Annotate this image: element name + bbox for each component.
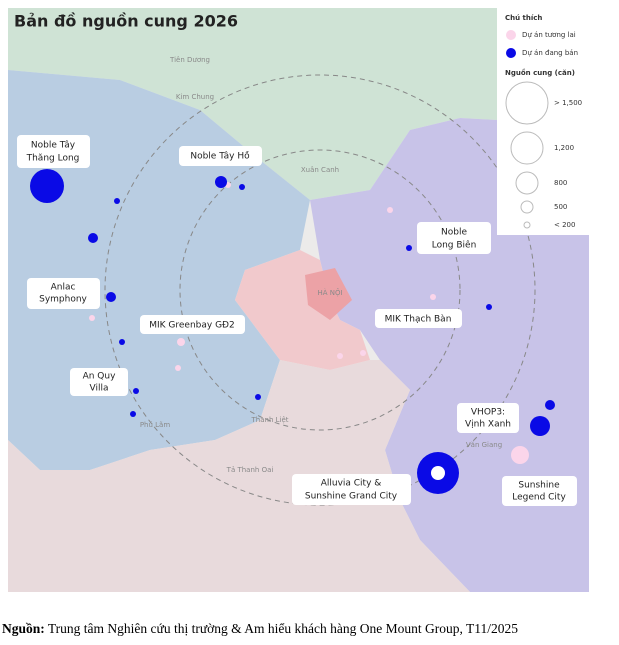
project-label: MIK Greenbay GĐ2: [149, 321, 235, 331]
future-project: [337, 353, 343, 359]
project-label: An Quy: [83, 372, 117, 382]
label-box: [457, 403, 519, 433]
map-label: Thanh Liệt: [251, 416, 289, 424]
current-project: [215, 176, 227, 188]
south-region: [8, 360, 470, 592]
map-label: Xuân Canh: [301, 166, 339, 174]
size-circle: [515, 171, 539, 195]
future-project: [89, 315, 95, 321]
legend-item: Dự án đang bán: [522, 49, 578, 57]
project-label: Villa: [90, 384, 109, 394]
current-project: [239, 184, 245, 190]
project-label: Vịnh Xanh: [465, 420, 511, 430]
map-label: Kim Chung: [176, 93, 214, 101]
current-project: [255, 394, 261, 400]
current-project: [30, 169, 64, 203]
size-label: 1,200: [554, 144, 574, 152]
legend: [497, 8, 589, 235]
label-box: [17, 135, 90, 168]
current-project: [545, 400, 555, 410]
map-title: Bản đồ nguồn cung 2026: [14, 12, 238, 31]
label-box: [140, 315, 245, 334]
future-projects: [89, 182, 529, 464]
size-label: < 200: [554, 221, 575, 229]
legend-size-heading: Nguồn cung (căn): [505, 69, 575, 77]
center-region: [235, 250, 370, 370]
size-circles: [505, 81, 549, 229]
map-label: Phú Lãm: [140, 421, 171, 429]
map-label: Tả Thanh Oai: [226, 466, 274, 474]
ring-road: [179, 149, 461, 431]
north-region: [8, 8, 497, 200]
current-project: [114, 198, 120, 204]
legend-swatch: [506, 48, 516, 58]
label-box: [375, 309, 462, 328]
current-project: [88, 233, 98, 243]
future-project: [430, 294, 436, 300]
legend-swatch: [506, 30, 516, 40]
project-label: Thăng Long: [26, 154, 80, 164]
map-label: Văn Giang: [466, 441, 502, 449]
label-box: [27, 278, 100, 309]
project-label: VHOP3:: [471, 408, 505, 418]
current-project: [530, 416, 550, 436]
size-circle: [510, 131, 544, 165]
project-label: Alluvia City &: [321, 479, 382, 489]
legend-item: Dự án tương lai: [522, 31, 576, 39]
future-project: [175, 365, 181, 371]
size-circle: [523, 221, 531, 229]
ring-hole: [431, 466, 445, 480]
label-box: [417, 222, 491, 254]
map-label: HÀ NỘI: [317, 288, 342, 297]
future-project: [511, 446, 529, 464]
core-region: [305, 268, 352, 320]
current-project: [406, 245, 412, 251]
project-label: Sunshine: [518, 481, 560, 491]
future-project: [177, 338, 185, 346]
map: HÀ NỘI Tiên Dương Kim Chung Xuân Canh Ph…: [8, 8, 589, 592]
size-label: > 1,500: [554, 99, 582, 107]
project-label: Anlac: [51, 283, 76, 293]
label-box: [292, 474, 411, 505]
current-project: [130, 411, 136, 417]
project-label: Noble Tây: [31, 141, 76, 151]
project-label: MIK Thạch Bàn: [385, 315, 452, 325]
source: Nguồn: Trung tâm Nghiên cứu thị trường &…: [2, 621, 518, 637]
size-label: 800: [554, 179, 567, 187]
project-label: Legend City: [512, 493, 566, 503]
current-project: [133, 388, 139, 394]
project-label: Symphony: [39, 295, 87, 305]
future-project: [360, 350, 366, 356]
label-box: [179, 146, 262, 166]
size-label: 500: [554, 203, 567, 211]
label-box: [70, 368, 128, 396]
east-region: [310, 118, 589, 592]
size-circle: [520, 200, 534, 214]
current-project: [106, 292, 116, 302]
project-label: Noble Tây Hồ: [190, 151, 250, 162]
source-label: Nguồn:: [2, 621, 45, 636]
project-label: Noble: [441, 228, 467, 238]
legend-heading: Chú thích: [505, 14, 542, 22]
source-text: Trung tâm Nghiên cứu thị trường & Am hiể…: [44, 621, 519, 636]
label-boxes: [17, 135, 577, 506]
label-box: [502, 476, 577, 506]
current-project: [119, 339, 125, 345]
map-label: Tiên Dương: [169, 56, 210, 64]
future-project: [387, 207, 393, 213]
project-label: Sunshine Grand City: [305, 492, 398, 502]
size-circle: [505, 81, 549, 125]
project-label: Long Biên: [432, 240, 477, 251]
current-project: [486, 304, 492, 310]
